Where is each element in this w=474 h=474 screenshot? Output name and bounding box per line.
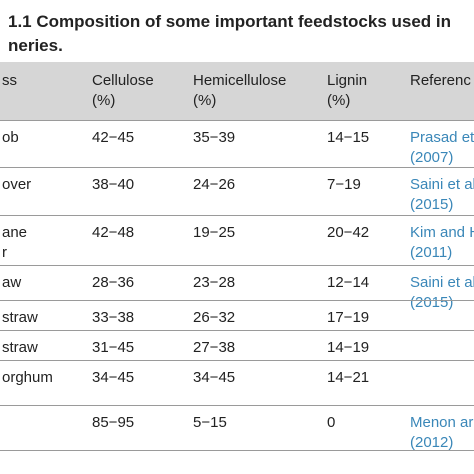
rule: [0, 330, 474, 331]
table-title: neries.: [8, 36, 63, 55]
table-cell: 42−45: [92, 129, 135, 146]
header-cell: (%): [193, 92, 217, 109]
rule: [0, 405, 474, 406]
header-cell: (%): [327, 92, 351, 109]
table-cell: 42−48: [92, 224, 135, 241]
table-cell: 7−19: [327, 176, 361, 193]
header-cell: Cellulose: [92, 72, 154, 89]
table-cell: 19−25: [193, 224, 236, 241]
table-cell: Saini et al: [410, 176, 474, 193]
rule: [0, 167, 474, 168]
table-cell: straw: [2, 309, 38, 326]
table-cell: Saini et al: [410, 274, 474, 291]
table-cell: 23−28: [193, 274, 236, 291]
table-cell: (2015): [410, 196, 454, 213]
rule: [0, 120, 474, 121]
table-cell: Menon ar: [410, 414, 474, 431]
rule: [0, 265, 474, 266]
table-cell: (2007): [410, 149, 454, 166]
table-cell: (2012): [410, 434, 454, 451]
table-cell: 31−45: [92, 339, 135, 356]
table-cell: 24−26: [193, 176, 236, 193]
table-cell: 38−40: [92, 176, 135, 193]
table-cell: Prasad et: [410, 129, 474, 146]
table-cell: straw: [2, 339, 38, 356]
table-cell: over: [2, 176, 32, 193]
table-cell: 14−21: [327, 369, 370, 386]
rule: [0, 300, 474, 301]
table-cell: aw: [2, 274, 22, 291]
table-cell: Kim and H: [410, 224, 474, 241]
table-cell: 14−15: [327, 129, 370, 146]
header-cell: Lignin: [327, 72, 368, 89]
header-cell: (%): [92, 92, 116, 109]
rule: [0, 360, 474, 361]
table-cell: 28−36: [92, 274, 135, 291]
table-cell: 14−19: [327, 339, 370, 356]
header-cell: ss: [2, 72, 17, 89]
table-cell: r: [2, 244, 7, 261]
table-cell: 27−38: [193, 339, 236, 356]
table-title: 1.1 Composition of some important feedst…: [8, 12, 452, 31]
table-cell: 5−15: [193, 414, 227, 431]
table-cell: 17−19: [327, 309, 370, 326]
header-band: [0, 62, 474, 120]
table-cell: (2011): [410, 244, 453, 261]
rule: [0, 215, 474, 216]
table-cell: orghum: [2, 369, 53, 386]
table-cell: 34−45: [92, 369, 135, 386]
rule: [0, 450, 474, 451]
table-cell: ob: [2, 129, 19, 146]
header-cell: Hemicellulose: [193, 72, 287, 89]
table-cell: 20−42: [327, 224, 370, 241]
header-cell: Referenc: [410, 72, 471, 89]
table-cell: 33−38: [92, 309, 135, 326]
table-cell: 34−45: [193, 369, 236, 386]
table-cell: (2015): [410, 294, 454, 311]
table-cell: 35−39: [193, 129, 236, 146]
table-cell: ane: [2, 224, 28, 241]
table-cell: 12−14: [327, 274, 370, 291]
table-cell: 85−95: [92, 414, 135, 431]
table-cell: 26−32: [193, 309, 236, 326]
table-cell: 0: [327, 414, 336, 431]
